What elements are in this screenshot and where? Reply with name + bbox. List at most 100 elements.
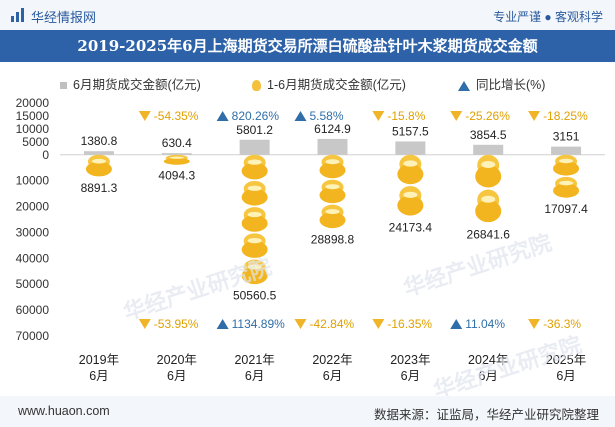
x-tick-label: 2023年 — [390, 353, 430, 367]
coin-value-label: 50560.5 — [233, 289, 277, 303]
y-tick-label: 10000 — [16, 174, 50, 188]
coin-stack — [319, 204, 346, 229]
legend-label-growth: 同比增长(%) — [476, 78, 546, 92]
coin-icon — [247, 238, 262, 244]
monthly-growth-label: -54.35% — [154, 109, 199, 123]
coin-icon — [319, 187, 346, 204]
x-tick-label: 6月 — [323, 369, 342, 383]
coin-icon — [325, 184, 340, 190]
up-triangle-icon — [294, 111, 307, 121]
coin-value-label: 28898.8 — [311, 233, 355, 247]
coin-icon — [397, 195, 424, 216]
triangle-swatch-icon — [458, 80, 470, 91]
coin-icon — [475, 199, 502, 223]
coin-value-label: 17097.4 — [544, 202, 588, 216]
coin-value-label: 26841.6 — [467, 227, 511, 241]
down-triangle-icon — [138, 111, 151, 121]
logo-icon — [11, 8, 24, 22]
bar-value-label: 1380.8 — [81, 134, 118, 148]
x-tick-label: 2021年 — [234, 353, 274, 367]
x-tick-label: 6月 — [401, 369, 420, 383]
bar — [317, 138, 348, 155]
cumulative-growth-label: -53.95% — [154, 317, 199, 331]
cumulative-growth-label: -16.35% — [387, 317, 432, 331]
bar-value-label: 5157.5 — [392, 124, 429, 138]
coin-icon — [319, 212, 346, 229]
y-tick-label: 70000 — [16, 329, 50, 343]
coin-icon — [241, 188, 268, 206]
down-triangle-icon — [528, 319, 541, 329]
down-triangle-icon — [450, 111, 463, 121]
down-triangle-icon — [372, 319, 385, 329]
bar-swatch-icon — [60, 82, 67, 90]
coin-icon — [403, 191, 418, 198]
coin-stack — [475, 154, 502, 188]
cumulative-growth-label: -42.84% — [310, 317, 355, 331]
monthly-growth-label: -15.8% — [387, 109, 425, 123]
coin-stack — [397, 186, 424, 216]
monthly-growth-label: 820.26% — [232, 109, 280, 123]
x-tick-label: 6月 — [89, 369, 108, 383]
legend-item-cumulative: 1-6月期货成交金额(亿元) — [252, 74, 406, 93]
monthly-growth-label: 5.58% — [310, 109, 344, 123]
bar — [551, 146, 582, 155]
bar-value-label: 3151 — [553, 130, 580, 144]
slogan: 专业严谨 ● 客观科学 — [493, 10, 603, 24]
legend-item-monthly: 6月期货成交金额(亿元) — [60, 74, 201, 93]
down-triangle-icon — [528, 111, 541, 121]
down-triangle-icon — [138, 319, 151, 329]
bar — [161, 153, 192, 155]
monthly-growth-label: -18.25% — [543, 109, 588, 123]
x-tick-label: 6月 — [556, 369, 575, 383]
cumulative-growth-label: 1134.89% — [232, 317, 285, 331]
footer-website: www.huaon.com — [18, 404, 110, 418]
coin-stack — [475, 189, 502, 223]
coin-icon — [325, 209, 340, 215]
x-tick-label: 2020年 — [157, 353, 197, 367]
legend-label-monthly: 6月期货成交金额(亿元) — [73, 78, 201, 92]
y-tick-label: 20000 — [16, 200, 50, 214]
y-tick-label: 40000 — [16, 251, 50, 265]
coin-swatch-icon — [252, 80, 261, 92]
bar — [395, 141, 426, 155]
bar-value-label: 3854.5 — [470, 128, 507, 142]
coin-icon — [475, 165, 502, 188]
monthly-growth-label: -25.26% — [465, 109, 510, 123]
coin-icon — [481, 161, 496, 168]
footer-source: 数据来源：证监局，华经产业研究院整理 — [373, 408, 599, 422]
coin-stack — [319, 179, 346, 204]
chart-title: 2019-2025年6月上海期货交易所漂白硫酸盐针叶木浆期货成交金额 — [77, 37, 538, 55]
x-tick-label: 6月 — [167, 369, 186, 383]
coin-icon — [85, 161, 112, 177]
coin-icon — [553, 183, 580, 198]
bar — [239, 139, 270, 155]
y-tick-label: 30000 — [16, 225, 50, 239]
coin-stack — [397, 154, 424, 185]
coin-value-label: 8891.3 — [81, 181, 118, 195]
y-tick-label: 15000 — [16, 109, 50, 123]
y-tick-label: 0 — [42, 148, 49, 162]
down-triangle-icon — [372, 111, 385, 121]
bar-value-label: 630.4 — [162, 136, 192, 150]
coin-stack — [241, 154, 268, 180]
up-triangle-icon — [450, 319, 463, 329]
coin-stack — [319, 154, 346, 179]
down-triangle-icon — [294, 319, 307, 329]
coin-stack — [241, 207, 268, 232]
legend-item-growth: 同比增长(%) — [458, 74, 545, 93]
bar-value-label: 6124.9 — [314, 122, 351, 136]
coin-icon — [481, 195, 496, 203]
up-triangle-icon — [216, 319, 229, 329]
coin-icon — [241, 162, 268, 180]
coin-icon — [241, 267, 268, 285]
coin-stack — [163, 154, 190, 165]
coin-icon — [559, 180, 574, 186]
title-bar: 2019-2025年6月上海期货交易所漂白硫酸盐针叶木浆期货成交金额 — [0, 30, 615, 62]
x-tick-label: 2019年 — [79, 353, 119, 367]
coin-icon — [559, 158, 574, 164]
coin-stack — [553, 176, 580, 198]
coin-icon — [241, 241, 268, 258]
footer: www.huaon.com 数据来源：证监局，华经产业研究院整理 — [0, 396, 615, 427]
y-tick-label: 50000 — [16, 277, 50, 291]
x-tick-label: 2025年 — [546, 353, 586, 367]
